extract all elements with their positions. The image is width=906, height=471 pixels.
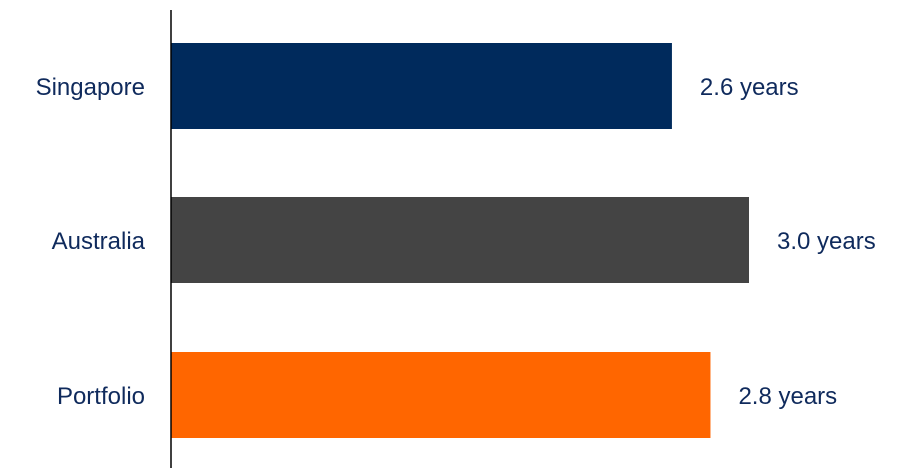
bar-australia (171, 197, 749, 283)
value-label-portfolio: 2.8 years (738, 383, 837, 410)
value-label-singapore: 2.6 years (700, 74, 799, 101)
value-label-australia: 3.0 years (777, 228, 876, 255)
category-label-portfolio: Portfolio (57, 383, 145, 410)
bars-group (171, 43, 749, 438)
value-labels-group: 2.6 years 3.0 years 2.8 years (700, 74, 876, 410)
bar-portfolio (171, 352, 711, 438)
bar-singapore (171, 43, 672, 129)
category-labels-group: Singapore Australia Portfolio (36, 74, 146, 410)
category-label-singapore: Singapore (36, 74, 145, 101)
category-label-australia: Australia (52, 228, 146, 255)
